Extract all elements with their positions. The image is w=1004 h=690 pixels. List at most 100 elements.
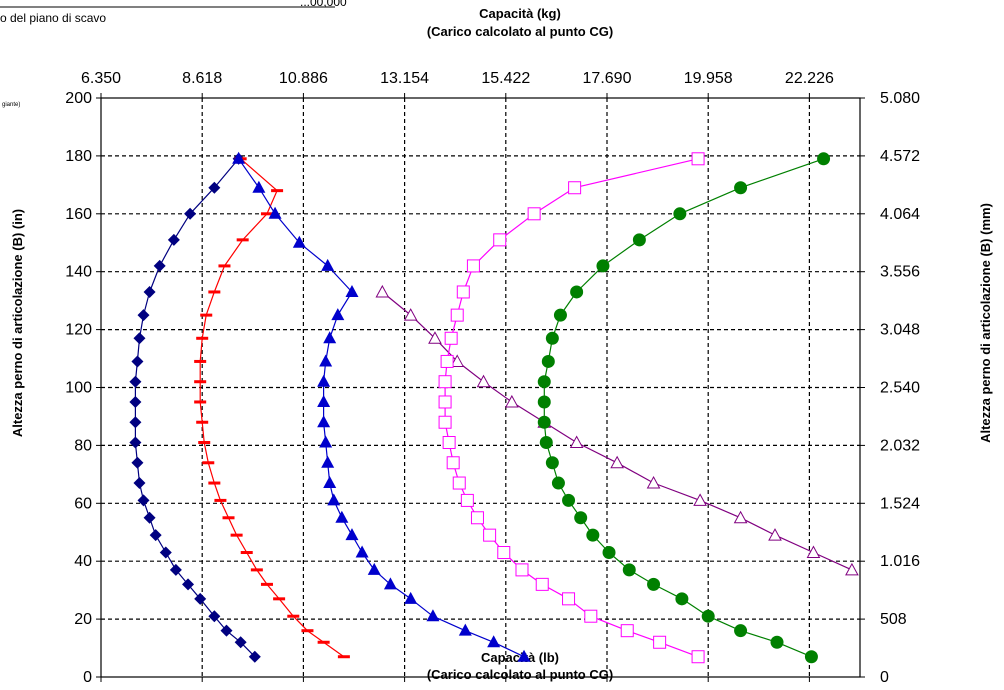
series-1-point	[167, 233, 180, 246]
series-1-point	[131, 355, 144, 368]
y-right-tick-label: 4.064	[880, 206, 920, 223]
series-5-point	[450, 308, 464, 322]
series-5-point	[444, 331, 458, 345]
y-right-tick-label: 3.556	[880, 264, 920, 281]
series-5-point	[620, 624, 634, 638]
series-6-point	[734, 624, 748, 638]
series-4-point	[733, 510, 748, 524]
series-5-point	[493, 233, 507, 247]
y-left-tick-label: 20	[74, 611, 92, 628]
series-1-point	[208, 181, 221, 194]
series-2-point	[196, 420, 209, 424]
series-1-point	[153, 259, 166, 272]
series-5-point	[438, 415, 452, 429]
series-2-point	[208, 481, 221, 485]
series-1-point	[129, 395, 142, 408]
series-3-point	[383, 577, 397, 590]
series-5-point	[442, 436, 456, 450]
series-3-point	[404, 591, 418, 604]
x-top-tick-label: 22.226	[785, 70, 834, 87]
series-5-point	[446, 456, 460, 470]
series-2-point	[337, 655, 350, 659]
series-5-point	[515, 563, 529, 577]
series-2-point	[271, 189, 284, 193]
series-3-point	[327, 493, 341, 506]
series-6-point	[541, 354, 555, 368]
ticks: 0 0 20 508 40 1.016 60 1.524 80 2.032 100 2.540 120 3…	[65, 70, 920, 690]
series-1-point	[169, 563, 182, 576]
series-6-point	[701, 609, 715, 623]
fragment-top-left-text: o del piano di scavo	[0, 11, 106, 25]
series-1-point	[129, 375, 142, 388]
series-4-point	[845, 562, 859, 576]
series-6-point	[553, 308, 567, 322]
series-5-point	[562, 592, 576, 606]
series-6-point	[673, 207, 687, 221]
series-2-line	[199, 158, 345, 658]
series-5-point	[466, 259, 480, 273]
series-6-point	[622, 563, 636, 577]
series-6-point	[734, 181, 748, 195]
series-2-point	[202, 461, 215, 465]
series-1-point	[137, 309, 150, 322]
series-2-point	[198, 441, 211, 445]
x-top-tick-label: 15.422	[481, 70, 530, 87]
series-4-point	[806, 545, 821, 559]
series-6-point	[537, 375, 551, 389]
series-6-point	[675, 592, 689, 606]
series-4-point	[403, 308, 418, 321]
series-3-point	[292, 235, 306, 248]
x-top-tick-label: 13.154	[380, 70, 429, 87]
series-3-point	[487, 635, 501, 648]
series-5-line	[444, 158, 699, 658]
series-5-point	[691, 152, 705, 166]
series-6-point	[647, 577, 661, 591]
series-2-point	[230, 533, 243, 537]
series-2-point	[287, 614, 300, 618]
series-4-point	[569, 435, 584, 449]
series-2-point	[260, 582, 273, 586]
fragment-top-right-text: ...00,000	[300, 0, 347, 9]
series-1-point	[149, 529, 162, 542]
series-6-point	[545, 331, 559, 345]
y-right-tick-label: 3.048	[880, 322, 920, 339]
series-2-point	[214, 498, 227, 502]
series-3-point	[323, 331, 337, 344]
x-top-tick-label: 19.958	[684, 70, 733, 87]
series-4-point	[476, 374, 491, 388]
fragment-small-legend-text: giante)	[2, 102, 20, 108]
x-axis-bottom-title-line2: (Carico calcolato al punto CG)	[427, 667, 613, 682]
series-4-point	[646, 475, 661, 489]
series-2-point	[194, 400, 207, 404]
series-5-point	[535, 577, 549, 591]
series-2-point	[196, 336, 209, 340]
series-6-point	[602, 546, 616, 560]
series-2-point	[194, 359, 207, 363]
series-3-point	[321, 455, 335, 468]
series-1-point	[133, 332, 146, 345]
series-6-point	[570, 285, 584, 299]
x-axis-top-title-line1: Capacità (kg)	[479, 6, 561, 21]
series-4-point	[693, 493, 707, 506]
y-left-tick-label: 0	[83, 669, 92, 685]
series-4-point	[768, 528, 782, 541]
series-3-point	[317, 415, 331, 428]
series-1-point	[137, 494, 150, 507]
series-3-point	[458, 623, 472, 636]
series-3-point	[426, 609, 440, 622]
series-5-point	[440, 354, 454, 368]
y-left-tick-label: 100	[65, 380, 92, 397]
series-1-point	[234, 636, 247, 649]
series-2-point	[194, 380, 207, 384]
series-5-point	[483, 528, 497, 542]
series-4-line	[381, 291, 853, 571]
y-left-tick-label: 120	[65, 322, 92, 339]
series-5-point	[438, 395, 452, 409]
series-6-point	[632, 233, 646, 247]
series-1-point	[129, 416, 142, 429]
series-2-point	[208, 290, 221, 294]
series-2-point	[222, 516, 235, 520]
series-1-point	[220, 624, 233, 637]
series-3-point	[331, 308, 345, 321]
y-right-tick-label: 1.524	[880, 495, 920, 512]
